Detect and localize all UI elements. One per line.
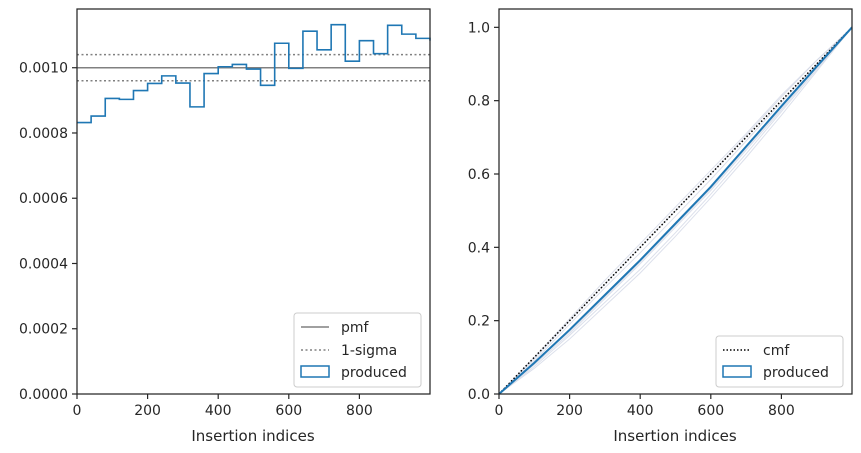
y-tick-label: 0.8 xyxy=(468,94,490,110)
x-tick-label: 0 xyxy=(495,403,504,419)
cmf-line xyxy=(498,26,853,395)
x-tick-label: 400 xyxy=(205,403,232,419)
y-tick-label: 0.0 xyxy=(468,387,490,403)
x-tick-label: 0 xyxy=(73,403,82,419)
x-tick-label: 800 xyxy=(768,403,795,419)
produced-cumulative-line xyxy=(498,26,853,395)
x-tick-label: 400 xyxy=(627,403,654,419)
right-panel-cumulative: 0 200 400 600 800 0.0 0.2 0.4 0.6 0.8 1.0 Inserti… xyxy=(468,8,853,445)
y-tick-label: 0.0004 xyxy=(19,256,68,272)
left-legend: pmf 1-sigma produced xyxy=(293,312,422,388)
legend-produced-handle-right xyxy=(722,365,752,378)
right-legend: cmf produced xyxy=(715,335,844,388)
realisation-line xyxy=(498,26,853,395)
legend-pmf-label: pmf xyxy=(341,320,370,336)
x-tick-label: 200 xyxy=(134,403,161,419)
realisation-line xyxy=(498,27,853,395)
x-tick-label: 600 xyxy=(275,403,302,419)
y-tick-label: 0.6 xyxy=(468,167,490,183)
left-plot-area xyxy=(77,23,431,124)
right-y-ticks: 0.0 0.2 0.4 0.6 0.8 1.0 xyxy=(468,20,499,403)
legend-produced-label-right: produced xyxy=(763,365,829,381)
left-y-ticks: 0.0000 0.0002 0.0004 0.0006 0.0008 0.0010 xyxy=(19,61,77,403)
right-legend-box xyxy=(715,335,844,388)
left-axes-frame xyxy=(76,8,431,395)
left-x-axis-label: Insertion indices xyxy=(191,427,314,445)
realisation-line xyxy=(498,27,853,395)
y-tick-label: 0.0002 xyxy=(19,322,68,338)
x-tick-label: 600 xyxy=(697,403,724,419)
y-tick-label: 0.0000 xyxy=(19,387,68,403)
left-panel-histogram: 0 200 400 600 800 0.00000.00020.00040.00060.… xyxy=(19,8,431,445)
right-plot-area xyxy=(498,26,853,395)
left-legend-box xyxy=(293,312,422,388)
right-axes-frame xyxy=(498,8,853,395)
legend-produced-handle xyxy=(300,365,330,378)
y-tick-label: 0.0010 xyxy=(19,61,68,77)
y-tick-label: 1.0 xyxy=(468,20,490,36)
legend-produced-label: produced xyxy=(341,365,407,381)
realisation-line xyxy=(498,26,853,395)
y-tick-label: 0.4 xyxy=(468,240,490,256)
y-tick-label: 0.0006 xyxy=(19,191,68,207)
y-tick-label: 0.0008 xyxy=(19,126,68,142)
x-tick-label: 800 xyxy=(346,403,373,419)
legend-cmf-label: cmf xyxy=(763,343,790,359)
produced-histogram-step xyxy=(77,23,431,124)
right-x-axis-label: Insertion indices xyxy=(613,427,736,445)
right-x-ticks: 0 200 400 600 800 xyxy=(495,394,795,419)
left-x-ticks: 0 200 400 600 800 xyxy=(73,394,373,419)
realisation-line xyxy=(498,27,853,395)
x-tick-label: 200 xyxy=(556,403,583,419)
legend-sigma-label: 1-sigma xyxy=(341,343,397,359)
y-tick-label: 0.2 xyxy=(468,314,490,330)
